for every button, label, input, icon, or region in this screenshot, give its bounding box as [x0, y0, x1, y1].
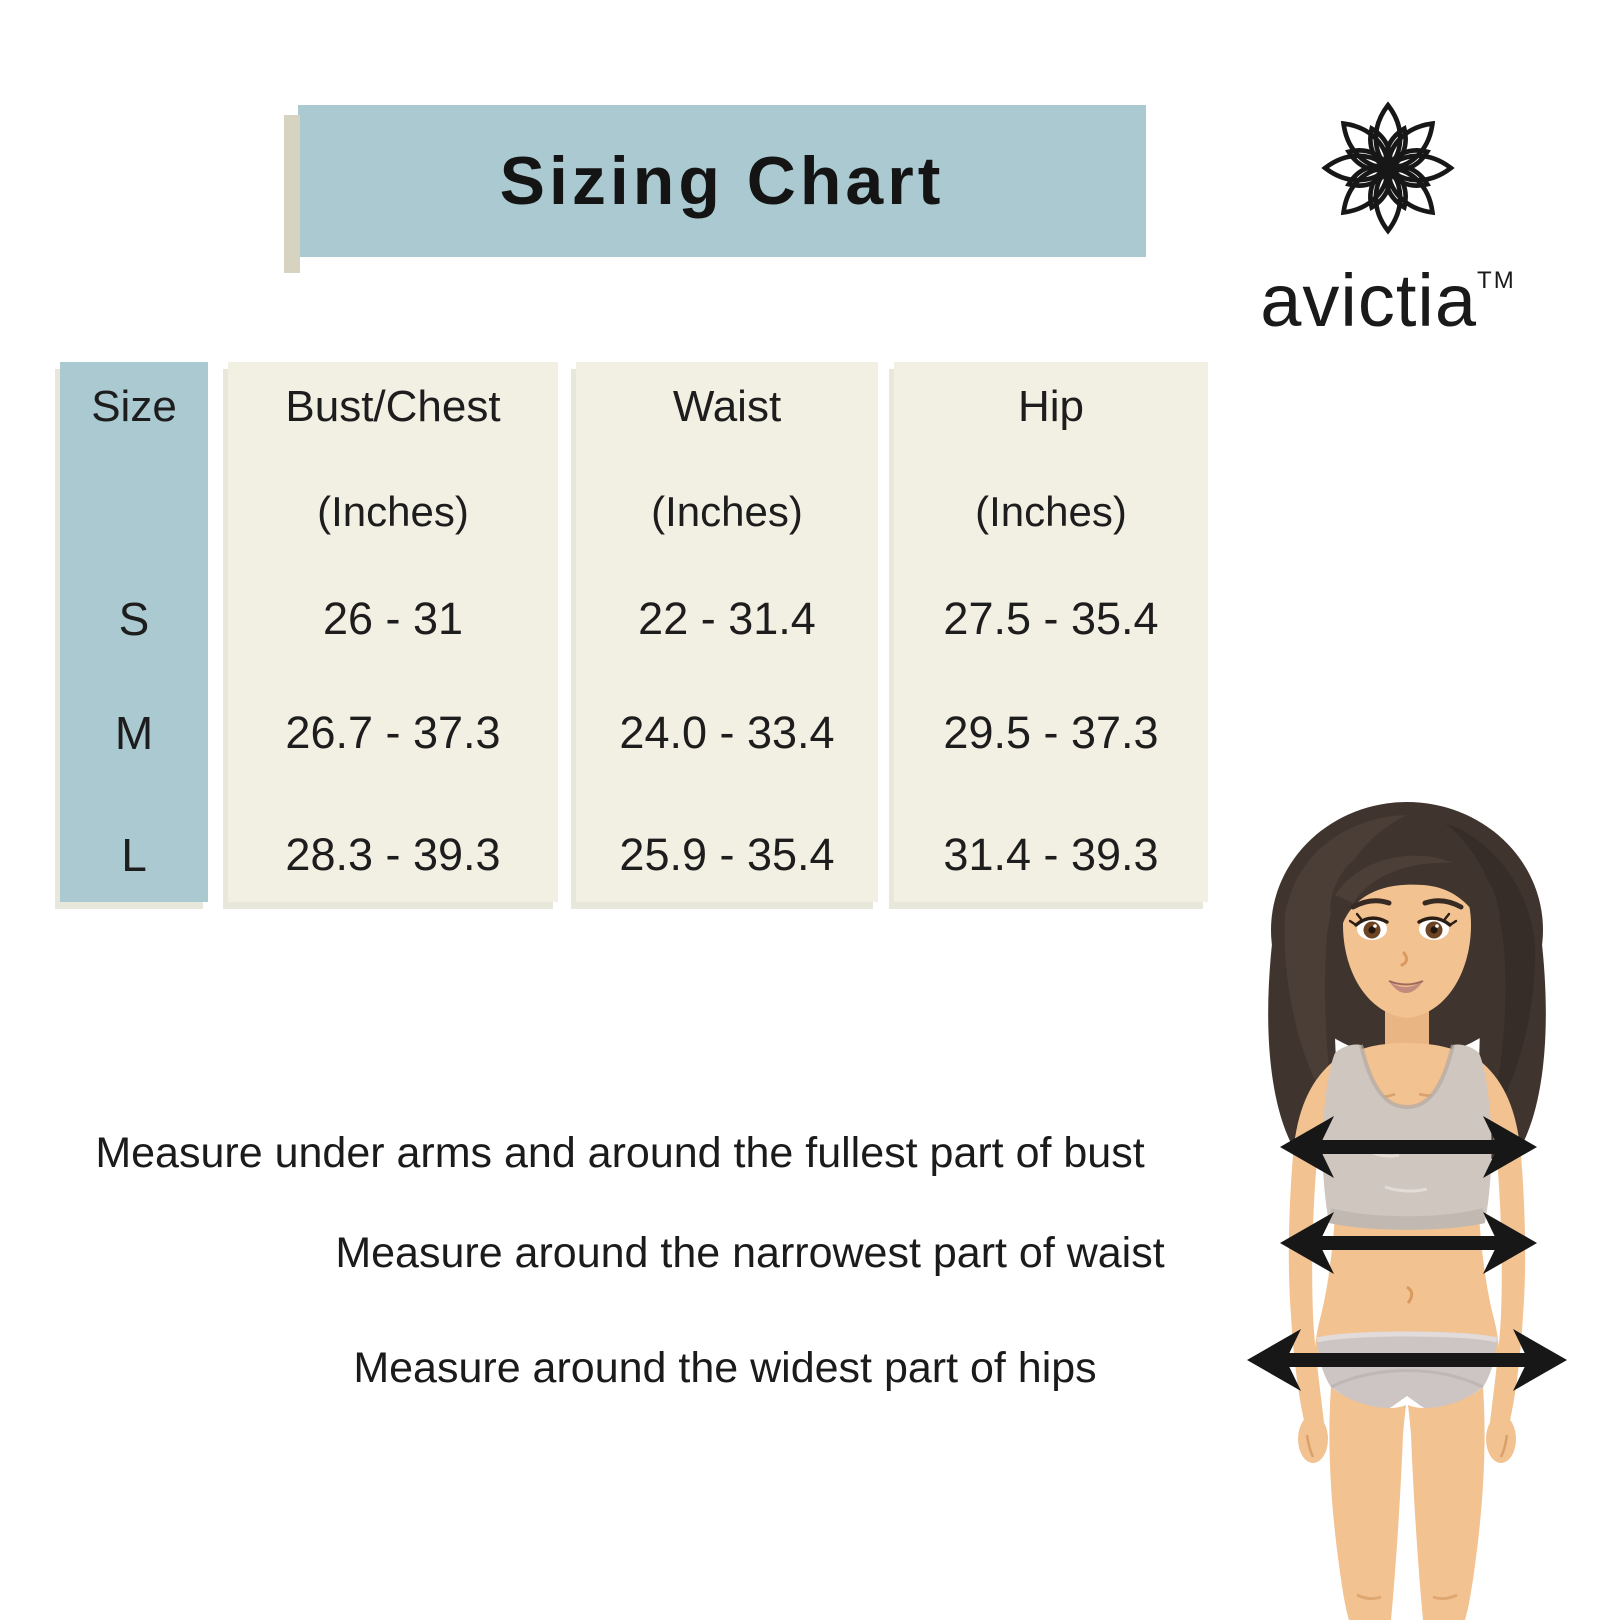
brand-name: avictia — [1260, 259, 1478, 342]
table-waist-column: Waist (Inches) 22 - 31.4 24.0 - 33.4 25.… — [576, 362, 878, 902]
page-title: Sizing Chart — [499, 143, 945, 219]
knee-lines — [1356, 1593, 1458, 1601]
bust-value-s: 26 - 31 — [322, 593, 464, 644]
hip-value-s: 27.5 - 35.4 — [943, 593, 1159, 644]
size-column-header: Size — [91, 382, 177, 431]
waist-value-l: 25.9 - 35.4 — [619, 829, 835, 880]
trademark-symbol: TM — [1477, 267, 1516, 294]
title-banner: Sizing Chart — [284, 105, 1146, 273]
mouth — [1389, 981, 1423, 993]
tank-top — [1322, 1044, 1492, 1230]
waist-column-header: Waist — [672, 382, 782, 431]
bust-value-m: 26.7 - 37.3 — [285, 707, 501, 758]
bust-measure-arrow — [1280, 1116, 1537, 1178]
hand-lines — [1305, 1434, 1509, 1458]
face — [1330, 841, 1500, 1018]
lotus-flower-icon — [1321, 101, 1455, 235]
bust-column-header: Bust/Chest — [285, 382, 501, 431]
waist-value-m: 24.0 - 33.4 — [619, 707, 835, 758]
hip-measure-arrow — [1247, 1329, 1567, 1391]
hip-column-unit: (Inches) — [975, 488, 1127, 535]
instruction-waist: Measure around the narrowest part of wai… — [335, 1229, 1165, 1277]
eye-right — [1417, 912, 1458, 940]
instruction-hips: Measure around the widest part of hips — [353, 1344, 1097, 1392]
hip-value-l: 31.4 - 39.3 — [943, 829, 1159, 880]
table-bust-column: Bust/Chest (Inches) 26 - 31 26.7 - 37.3 … — [228, 362, 558, 902]
eyebrow-left — [1350, 898, 1392, 910]
size-label-m: M — [114, 707, 154, 759]
waist-value-s: 22 - 31.4 — [638, 593, 816, 644]
waist-measure-arrow — [1280, 1212, 1537, 1274]
size-label-l: L — [121, 829, 147, 881]
bust-value-l: 28.3 - 39.3 — [285, 829, 501, 880]
size-label-s: S — [118, 593, 150, 645]
brand-name-row: avictiaTM — [1238, 243, 1538, 339]
brand-logo: avictiaTM — [1238, 95, 1538, 339]
nose — [1400, 951, 1409, 967]
hip-value-m: 29.5 - 37.3 — [943, 707, 1159, 758]
eye-left — [1348, 912, 1389, 940]
hip-column-header: Hip — [1017, 382, 1085, 431]
eyebrow-right — [1422, 898, 1464, 910]
table-hip-column: Hip (Inches) 27.5 - 35.4 29.5 - 37.3 31.… — [894, 362, 1208, 902]
waist-column-unit: (Inches) — [651, 488, 803, 535]
instruction-bust: Measure under arms and around the fulles… — [95, 1129, 1145, 1177]
woman-illustration — [1247, 802, 1567, 1620]
bust-column-unit: (Inches) — [317, 488, 469, 535]
table-size-column: Size S M L — [60, 362, 208, 902]
legs — [1329, 1387, 1485, 1620]
